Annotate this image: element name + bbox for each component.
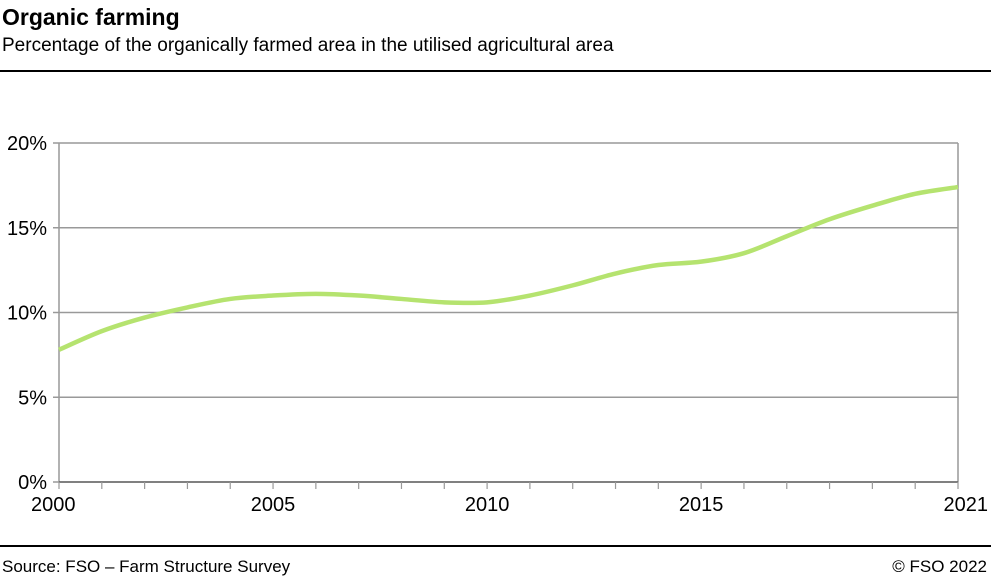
x-tick-label: 2000 xyxy=(31,494,76,516)
chart-subtitle: Percentage of the organically farmed are… xyxy=(2,35,614,56)
y-tick-label: 15% xyxy=(7,218,47,240)
y-tick-label: 20% xyxy=(7,133,47,155)
copyright: © FSO 2022 xyxy=(892,557,987,576)
y-tick-label: 0% xyxy=(18,472,47,494)
chart-title: Organic farming xyxy=(2,4,180,30)
series-line xyxy=(58,184,959,352)
x-tick-label: 2010 xyxy=(465,494,510,516)
x-tick-label: 2021 xyxy=(944,494,989,516)
x-tick-label: 2005 xyxy=(251,494,296,516)
y-tick-label: 5% xyxy=(18,387,47,409)
y-tick-label: 10% xyxy=(7,303,47,325)
header-rule xyxy=(0,70,991,72)
source-note: Source: FSO – Farm Structure Survey xyxy=(2,557,291,576)
line-chart: 0% 5% 10% 15% 20% 2000 2005 2010 2015 2021 xyxy=(7,133,989,516)
x-tick-label: 2015 xyxy=(679,494,724,516)
footer-rule xyxy=(0,545,991,547)
